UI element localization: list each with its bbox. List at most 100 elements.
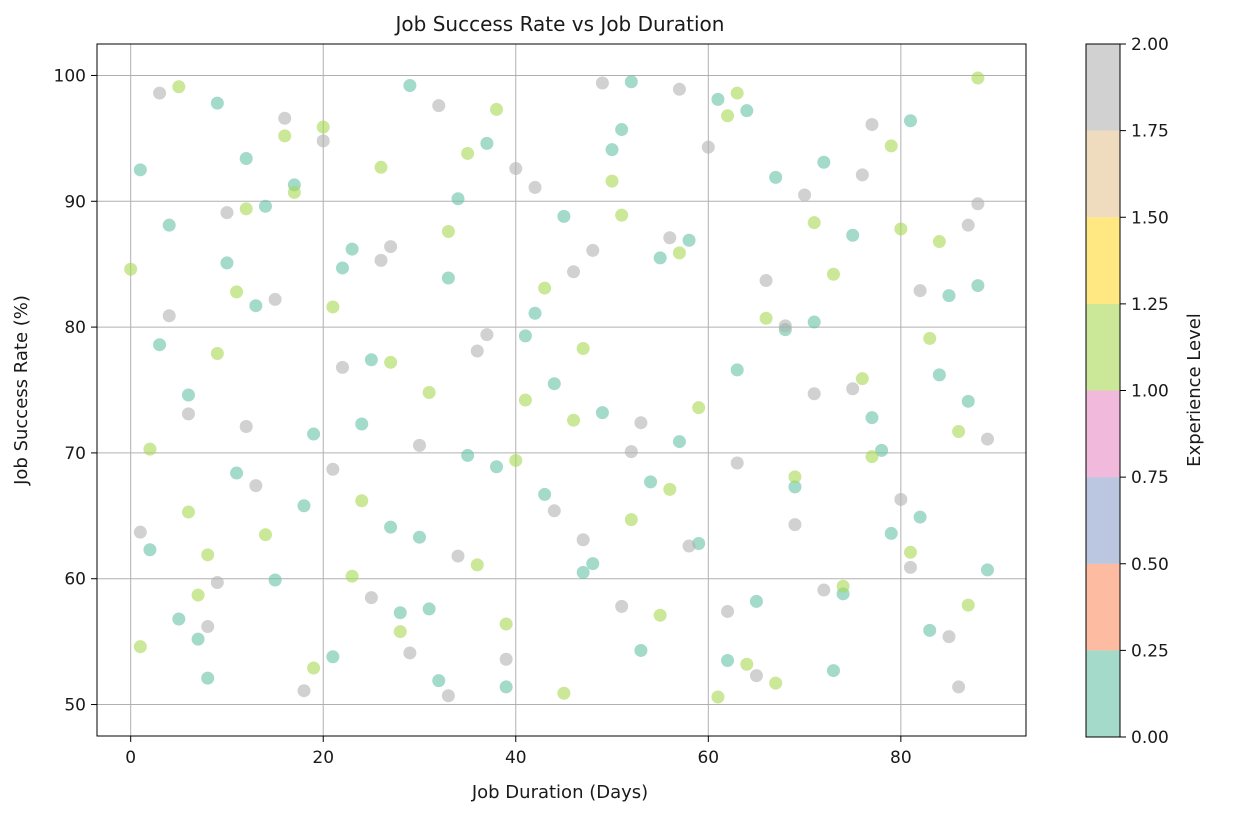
x-tick-label: 0 xyxy=(125,748,136,768)
data-point xyxy=(663,231,677,245)
data-point xyxy=(711,92,725,106)
x-tick-label: 60 xyxy=(697,748,719,768)
data-point xyxy=(759,274,773,288)
y-tick-label: 70 xyxy=(64,444,86,464)
data-point xyxy=(903,560,917,574)
data-point xyxy=(220,206,234,220)
data-point xyxy=(884,526,898,540)
data-point xyxy=(528,180,542,194)
colorbar-segment xyxy=(1086,563,1120,651)
data-point xyxy=(461,448,475,462)
data-point xyxy=(355,417,369,431)
data-point xyxy=(884,139,898,153)
data-point xyxy=(788,480,802,494)
data-point xyxy=(335,261,349,275)
data-point xyxy=(586,243,600,257)
data-point xyxy=(345,242,359,256)
data-point xyxy=(201,671,215,685)
data-point xyxy=(374,253,388,267)
data-point xyxy=(201,548,215,562)
data-point xyxy=(201,620,215,634)
data-point xyxy=(162,218,176,232)
data-point xyxy=(441,271,455,285)
data-point xyxy=(624,513,638,527)
data-point xyxy=(172,612,186,626)
data-point xyxy=(258,528,272,542)
y-tick-label: 60 xyxy=(64,570,86,590)
plot-frame xyxy=(96,43,1027,737)
data-point xyxy=(470,344,484,358)
data-point xyxy=(971,197,985,211)
data-point xyxy=(490,102,504,116)
data-point xyxy=(932,235,946,249)
data-point xyxy=(961,598,975,612)
data-point xyxy=(297,684,311,698)
colorbar-segment xyxy=(1086,390,1120,478)
data-point xyxy=(932,368,946,382)
data-point xyxy=(836,579,850,593)
colorbar-tick-label: 1.25 xyxy=(1131,295,1169,315)
data-point xyxy=(865,450,879,464)
data-points xyxy=(124,71,994,704)
data-point xyxy=(143,442,157,456)
data-point xyxy=(730,363,744,377)
data-point xyxy=(162,309,176,323)
data-point xyxy=(942,289,956,303)
x-axis-label: Job Duration (Days) xyxy=(471,782,648,803)
data-point xyxy=(239,419,253,433)
data-point xyxy=(297,499,311,513)
data-point xyxy=(181,505,195,519)
data-point xyxy=(913,510,927,524)
data-point xyxy=(181,407,195,421)
data-point xyxy=(258,199,272,213)
data-point xyxy=(133,525,147,539)
data-point xyxy=(730,456,744,470)
data-point xyxy=(952,425,966,439)
data-point xyxy=(567,413,581,427)
data-point xyxy=(230,466,244,480)
data-point xyxy=(605,174,619,188)
data-point xyxy=(384,240,398,254)
data-point xyxy=(615,208,629,222)
data-point xyxy=(576,341,590,355)
colorbar-segment xyxy=(1086,303,1120,391)
data-point xyxy=(345,569,359,583)
colorbar-tick-label: 1.00 xyxy=(1131,382,1169,402)
data-point xyxy=(326,462,340,476)
data-point xyxy=(364,591,378,605)
colorbar-segment xyxy=(1086,217,1120,304)
data-point xyxy=(393,606,407,620)
data-point xyxy=(634,416,648,430)
data-point xyxy=(721,654,735,668)
data-point xyxy=(798,188,812,202)
data-point xyxy=(422,386,436,400)
colorbar-tick-label: 1.50 xyxy=(1131,208,1169,228)
data-point xyxy=(335,360,349,374)
data-point xyxy=(749,594,763,608)
data-point xyxy=(307,661,321,675)
data-point xyxy=(384,520,398,534)
data-point xyxy=(490,460,504,474)
data-point xyxy=(624,75,638,89)
data-point xyxy=(499,617,513,631)
data-point xyxy=(451,192,465,206)
data-point xyxy=(355,494,369,508)
data-point xyxy=(509,453,523,467)
data-point xyxy=(451,549,465,563)
data-point xyxy=(191,632,205,646)
data-point xyxy=(624,445,638,459)
data-point xyxy=(278,111,292,125)
data-point xyxy=(903,545,917,559)
data-point xyxy=(672,435,686,449)
data-point xyxy=(509,162,523,176)
x-tick-label: 40 xyxy=(505,748,527,768)
data-point xyxy=(961,218,975,232)
data-point xyxy=(326,650,340,664)
data-point xyxy=(971,71,985,85)
data-point xyxy=(576,533,590,547)
data-point xyxy=(249,299,263,313)
data-point xyxy=(441,689,455,703)
data-point xyxy=(230,285,244,299)
colorbar-tick-label: 0.00 xyxy=(1131,728,1169,748)
data-point xyxy=(826,664,840,678)
